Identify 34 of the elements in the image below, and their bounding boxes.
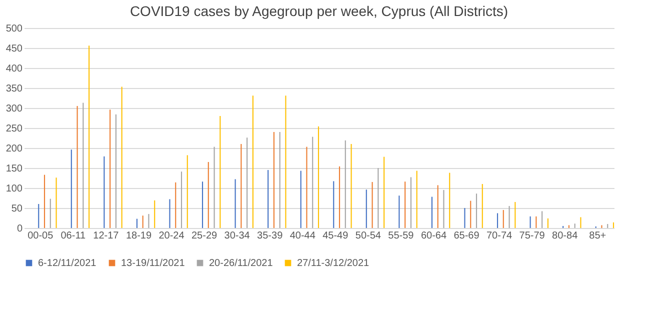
x-tick-label: 12-17 xyxy=(93,230,120,242)
y-tick-label: 200 xyxy=(6,144,23,154)
legend-label: 20-26/11/2021 xyxy=(209,258,274,269)
x-tick-label: 25-29 xyxy=(191,230,218,242)
y-tick-label: 250 xyxy=(6,124,23,134)
y-tick-label: 300 xyxy=(6,104,23,114)
x-tick-label: 70-74 xyxy=(486,230,513,242)
chart-title: COVID19 cases by Agegroup per week, Cyprus (All Districts) xyxy=(130,3,508,19)
x-tick-label: 50-54 xyxy=(355,230,382,242)
legend-label: 6-12/11/2021 xyxy=(38,258,97,269)
y-tick-label: 150 xyxy=(6,164,23,174)
y-tick-label: 500 xyxy=(6,24,23,34)
y-tick-label: 100 xyxy=(6,184,23,194)
x-tick-label: 35-39 xyxy=(257,230,284,242)
x-tick-label: 55-59 xyxy=(388,230,414,242)
y-tick-label: 350 xyxy=(6,84,23,94)
x-tick-label: 45-49 xyxy=(322,230,349,242)
x-tick-label: 60-64 xyxy=(420,230,447,242)
x-tick-label: 18-19 xyxy=(126,230,152,242)
x-tick-label: 80-84 xyxy=(552,230,578,242)
x-tick-label: 00-05 xyxy=(28,230,54,242)
x-tick-label: 75-79 xyxy=(519,230,546,242)
x-tick-label: 20-24 xyxy=(158,230,185,242)
y-tick-label: 450 xyxy=(6,44,23,54)
x-tick-label: 06-11 xyxy=(60,230,86,242)
y-tick-label: 50 xyxy=(11,204,23,214)
legend-label: 13-19/11/2021 xyxy=(121,258,186,269)
x-tick-label: 85+ xyxy=(589,230,606,242)
y-tick-label: 400 xyxy=(6,64,23,74)
x-tick-label: 30-34 xyxy=(224,230,250,242)
x-tick-label: 40-44 xyxy=(290,230,316,242)
legend-label: 27/11-3/12/2021 xyxy=(297,258,370,269)
y-tick-label: 0 xyxy=(16,224,23,234)
x-tick-label: 65-69 xyxy=(454,230,480,242)
